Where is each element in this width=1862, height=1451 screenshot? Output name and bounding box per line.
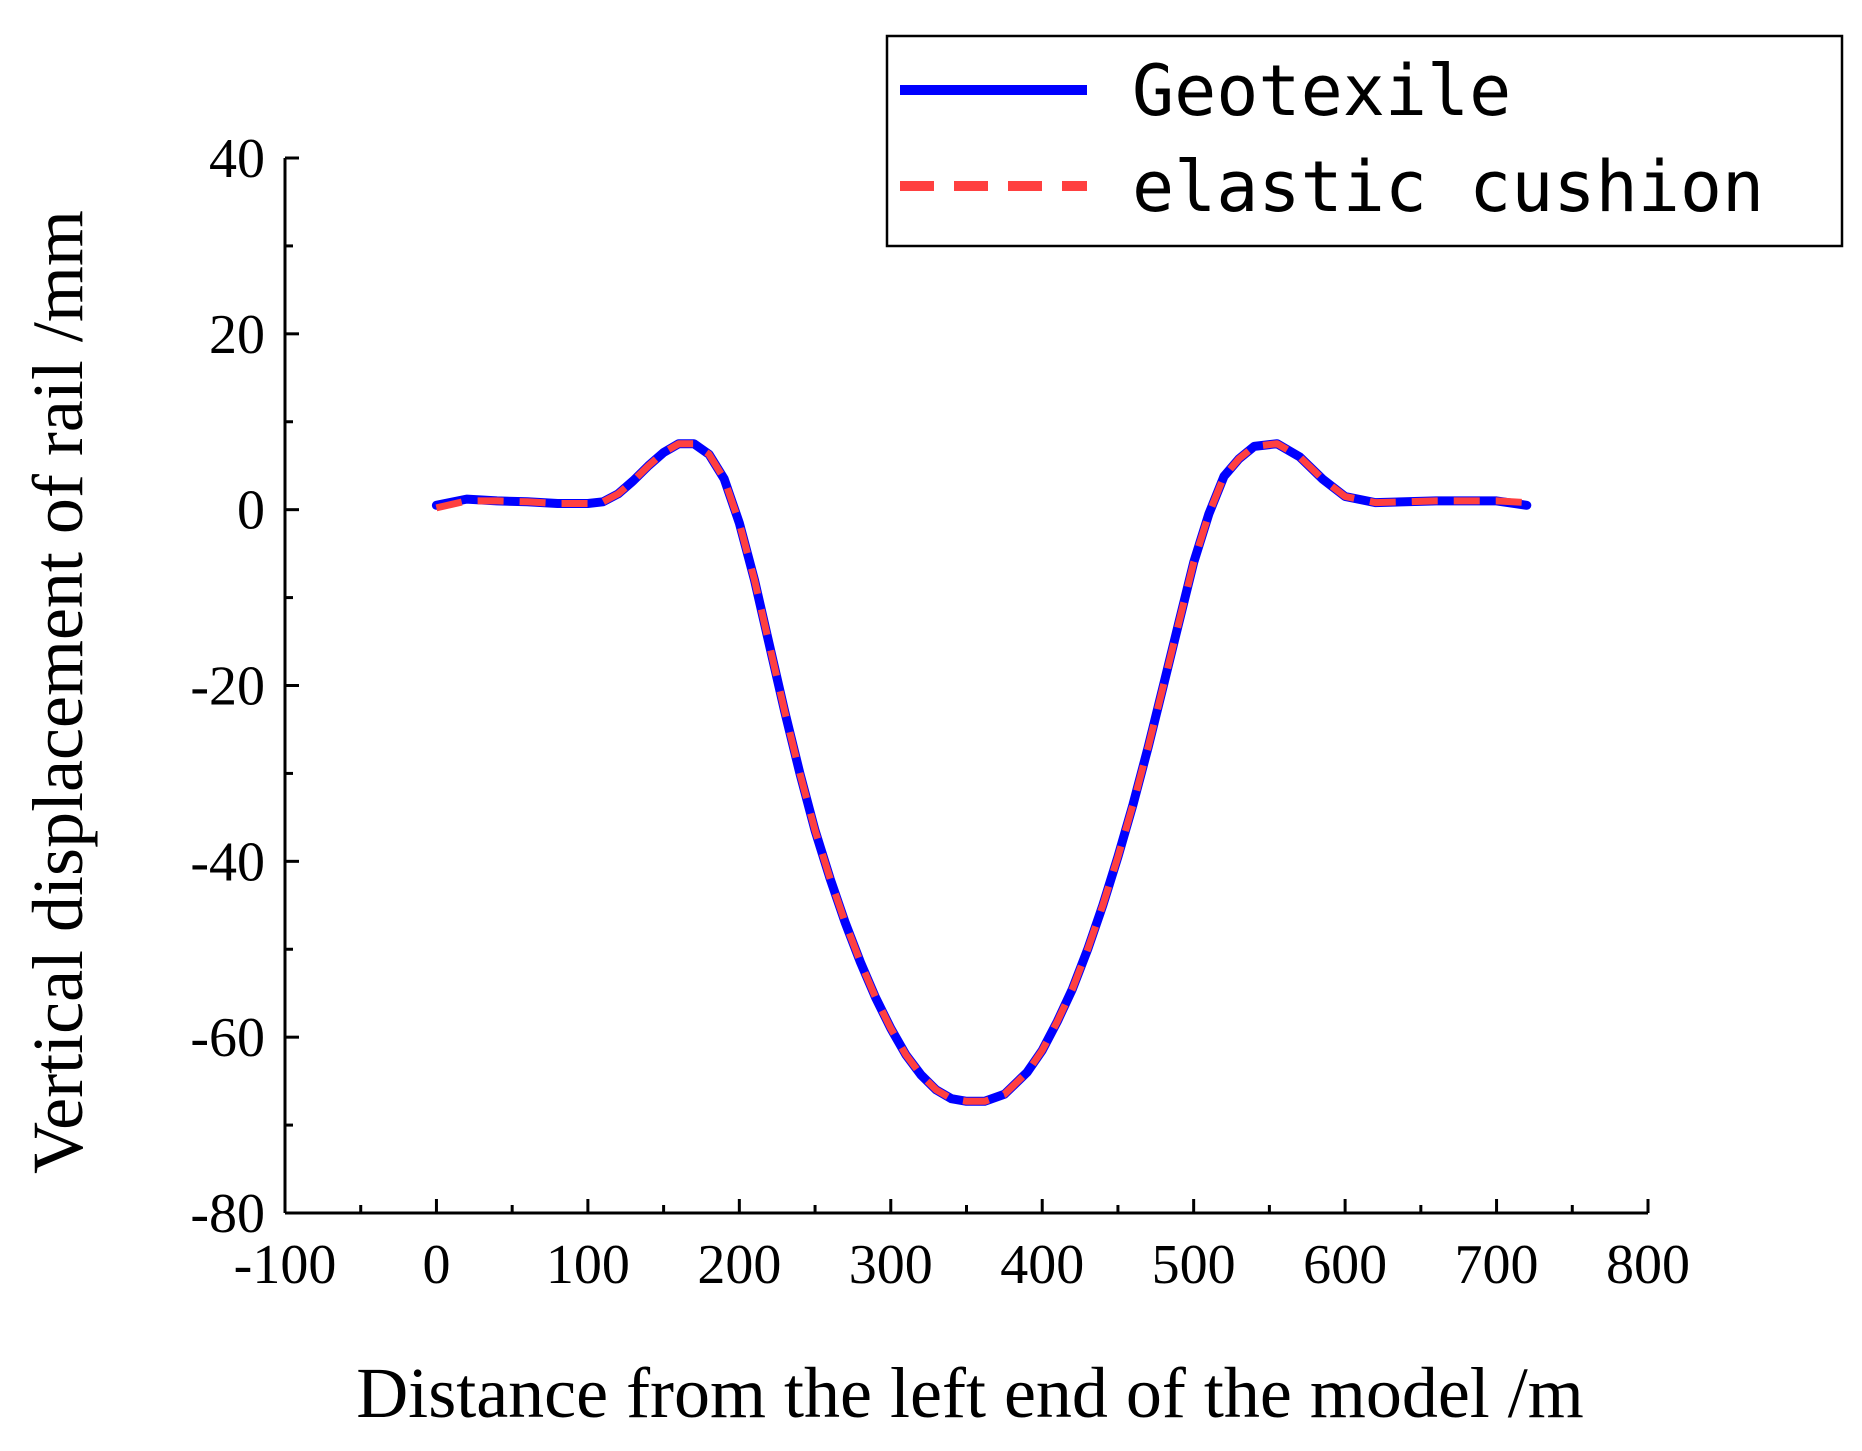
- y-tick-label: -40: [190, 831, 265, 893]
- series-line-geotexile: [431, 439, 1532, 1106]
- series-line-elastic-cushion: [435, 440, 1527, 1105]
- x-ticks: -100 0 100 200 300 400 500 600 700 800: [234, 1199, 1690, 1296]
- x-tick-label: 800: [1606, 1234, 1690, 1296]
- x-tick-label: 600: [1303, 1234, 1387, 1296]
- y-tick-label: -20: [190, 656, 265, 718]
- y-tick-label: 40: [209, 128, 265, 190]
- legend-box: [885, 34, 1844, 248]
- x-tick-label: 700: [1455, 1234, 1539, 1296]
- y-tick-label: 0: [237, 480, 265, 542]
- x-tick-label: 200: [697, 1234, 781, 1296]
- x-tick-label: -100: [234, 1234, 337, 1296]
- legend: Geotexile elastic cushion: [885, 34, 1844, 248]
- x-tick-label: 400: [1000, 1234, 1084, 1296]
- series-layer: [431, 439, 1532, 1106]
- legend-label-elastic-cushion: elastic cushion: [1132, 146, 1764, 228]
- x-tick-label: 500: [1152, 1234, 1236, 1296]
- x-axis-title: Distance from the left end of the model …: [356, 1353, 1584, 1433]
- y-tick-label: 20: [209, 304, 265, 366]
- y-tick-label: -80: [190, 1183, 265, 1245]
- x-tick-label: 0: [422, 1234, 450, 1296]
- y-axis-title: Vertical displacement of rail /mm: [18, 210, 98, 1174]
- y-tick-label: -60: [190, 1007, 265, 1069]
- plot-area: -100 0 100 200 300 400 500 600 700 800 40200-20-4…: [190, 128, 1690, 1296]
- legend-label-geotexile: Geotexile: [1132, 50, 1511, 132]
- x-tick-label: 100: [546, 1234, 630, 1296]
- y-ticks: 40 20 0 -20 -40 -60 -80: [190, 128, 299, 1245]
- x-tick-label: 300: [849, 1234, 933, 1296]
